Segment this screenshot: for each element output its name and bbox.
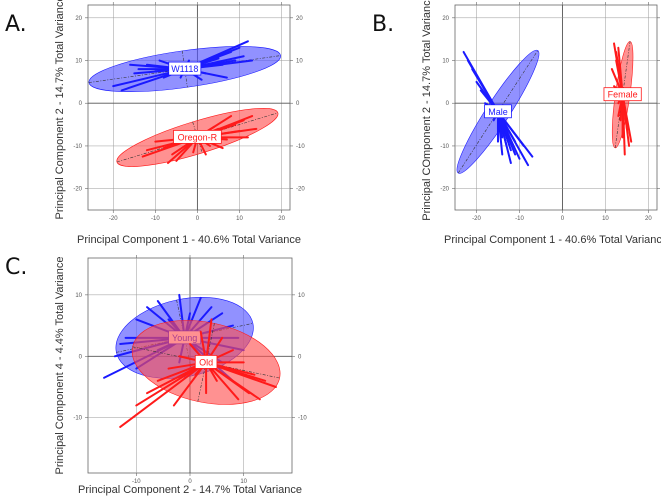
panel-letter-c: C. [5,255,28,280]
x-axis-title: Principal Component 2 - 14.7% Total Vari… [78,484,302,496]
y-tick-label-right: 20 [296,16,303,22]
x-tick-label: 0 [561,216,565,222]
chart-panel-b: -20-1001020-20-20-10-100010102020MaleFem… [421,0,661,246]
x-tick-label: -10 [515,216,524,222]
sample-point [119,361,208,428]
x-axis-title: Principal Component 1 - 40.6% Total Vari… [444,234,661,246]
sample-point [496,110,504,156]
x-tick-label: 20 [645,216,652,222]
group-label: Female [608,90,638,100]
y-tick-label: 10 [75,59,82,65]
y-axis-title: Principal Component 4 - 4.4% Total Varia… [54,257,66,475]
panel-letter-a: A. [5,12,27,37]
y-axis-title: Principal COmponent 2 - 14.7% Total Vari… [421,0,433,221]
x-tick-label: 0 [196,216,200,222]
x-tick-label: 20 [278,216,285,222]
y-tick-label: 10 [442,59,449,65]
group-label: Oregon-R [178,132,218,142]
group-male: Male [456,49,540,174]
x-tick-label: 10 [236,216,243,222]
y-tick-label: 0 [79,354,83,360]
chart-panel-a: -20 -10 0 10 20 -20 -20 -10 -10 0 0 10 10 20 20 W1118 Or… [54,0,305,246]
y-tick-label: 0 [79,101,83,107]
y-tick-label-right: 10 [298,293,305,299]
group-w1118: W1118 [88,40,281,92]
y-axis-title: Principal Component 2 - 14.7% Total Vari… [54,0,66,220]
x-tick-label: -10 [151,216,160,222]
y-tick-label: -10 [73,144,82,150]
group-label: Old [199,357,213,367]
y-tick-label-right: -10 [296,144,305,150]
y-tick-label: -10 [440,144,449,150]
y-tick-label-right: 0 [296,101,300,107]
group-female: Female [603,41,642,156]
group-label-box [484,104,512,119]
group-label-box [194,355,218,369]
sample-point [621,93,626,156]
x-tick-label: 0 [188,479,192,485]
group-old: Old [119,318,281,428]
x-tick-label: -20 [472,216,481,222]
y-tick-label: 20 [75,16,82,22]
y-tick-label-right: 0 [298,354,302,360]
y-tick-label: 0 [446,101,450,107]
panel-letter-b: B. [372,12,395,37]
sample-point [172,361,208,407]
group-label: W1118 [171,64,198,74]
ellipse-major-axis [457,50,539,174]
y-tick-label: 10 [75,293,82,299]
plot-frame [87,4,291,211]
y-tick-label-right: -10 [298,416,307,422]
x-tick-label: -20 [109,216,118,222]
x-tick-label: 10 [602,216,609,222]
ellipse-minor-axis [181,50,188,88]
y-tick-label-right: -20 [296,187,305,193]
x-tick-label: -10 [132,479,141,485]
y-tick-label: 20 [442,16,449,22]
group-oregon-r: Oregon-R [116,108,279,167]
x-tick-label: 10 [240,479,247,485]
group-label-box [603,87,642,102]
y-tick-label: -20 [440,187,449,193]
y-tick-label-right: 10 [296,59,303,65]
x-axis-title: Principal Component 1 - 40.6% Total Vari… [77,234,301,246]
y-tick-label: -20 [73,187,82,193]
sample-point [621,93,633,143]
group-label-box [168,61,202,76]
sample-point [496,110,512,165]
group-label-box [173,129,222,144]
y-tick-label: -10 [73,416,82,422]
group-label: Male [488,107,508,117]
